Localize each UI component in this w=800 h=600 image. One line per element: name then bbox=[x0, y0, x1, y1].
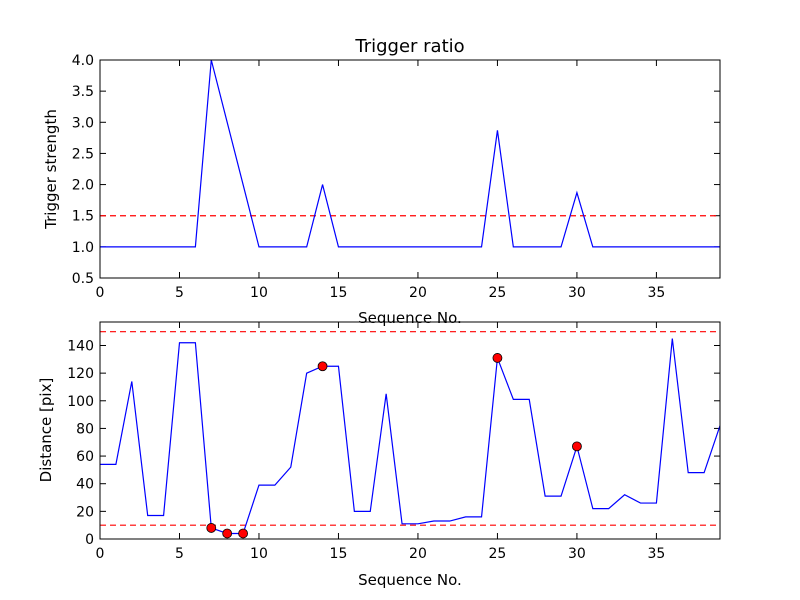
x-axis-label-top: Sequence No. bbox=[358, 309, 462, 327]
data-point-marker bbox=[222, 528, 233, 539]
chart-title: Trigger ratio bbox=[354, 36, 464, 57]
y-tick-label-bottom: 0 bbox=[85, 532, 94, 548]
panel-distance: 0 5 10 15 20 25 30 35 0 20 40 60 80 100 120 140 Sequenc… bbox=[37, 321, 721, 589]
axes-frame-top bbox=[99, 59, 721, 279]
x-tick-label-top: 5 bbox=[175, 285, 184, 301]
y-tick-label-top: 3.5 bbox=[72, 84, 94, 100]
plot-area-bottom: 0 5 10 15 20 25 30 35 0 20 40 60 80 100 120 140 bbox=[67, 322, 721, 562]
x-tick-label-top: 0 bbox=[96, 285, 105, 301]
data-point-marker bbox=[492, 353, 503, 363]
data-point-marker bbox=[572, 441, 582, 452]
y-tick-label-top: 2.5 bbox=[72, 146, 94, 162]
y-axis-label-top: Trigger strength bbox=[42, 109, 60, 230]
x-tick-label-top: 35 bbox=[647, 285, 665, 301]
y-tick-label-top: 0.5 bbox=[72, 271, 94, 287]
data-point-marker bbox=[317, 361, 328, 372]
y-tick-label-top: 1.5 bbox=[72, 209, 94, 225]
y-tick-label-top: 3.0 bbox=[72, 115, 94, 131]
x-tick-label-bottom: 0 bbox=[96, 546, 105, 562]
y-axis-label-bottom: Distance [pix] bbox=[37, 378, 55, 483]
y-tick-label-bottom: 100 bbox=[67, 394, 94, 410]
x-tick-label-top: 25 bbox=[489, 285, 507, 301]
series-line-top bbox=[100, 59, 720, 248]
axes-frame-bottom bbox=[99, 321, 721, 540]
x-tick-label-bottom: 35 bbox=[647, 546, 665, 562]
x-tick-label-top: 10 bbox=[250, 285, 268, 301]
plot-area-top: 0 5 10 15 20 25 30 35 0.5 1.0 1.5 2.0 2.5 3.0 3.5 4.0 bbox=[72, 53, 720, 301]
x-tick-label-bottom: 25 bbox=[489, 546, 507, 562]
x-tick-label-top: 15 bbox=[330, 285, 348, 301]
y-tick-label-top: 1.0 bbox=[72, 240, 94, 256]
x-tick-label-bottom: 30 bbox=[568, 546, 586, 562]
y-tick-label-bottom: 80 bbox=[76, 421, 94, 437]
y-tick-label-bottom: 140 bbox=[67, 338, 94, 354]
x-tick-label-bottom: 10 bbox=[250, 546, 268, 562]
x-tick-label-bottom: 15 bbox=[330, 546, 348, 562]
x-axis-label-bottom: Sequence No. bbox=[358, 571, 462, 589]
x-tick-label-bottom: 20 bbox=[409, 546, 427, 562]
data-point-marker bbox=[238, 528, 248, 539]
x-tick-label-bottom: 5 bbox=[175, 546, 184, 562]
y-tick-label-bottom: 40 bbox=[76, 477, 94, 493]
y-tick-label-bottom: 60 bbox=[76, 449, 94, 465]
x-tick-label-top: 20 bbox=[409, 285, 427, 301]
series-line-bottom bbox=[100, 338, 721, 535]
y-tick-label-top: 4.0 bbox=[72, 53, 94, 69]
y-tick-label-bottom: 120 bbox=[67, 366, 94, 382]
panel-trigger-ratio: Trigger ratio 0 5 10 15 20 25 30 35 0.5 1.0 1.5 2.0… bbox=[42, 36, 721, 327]
x-tick-label-top: 30 bbox=[568, 285, 586, 301]
y-tick-label-top: 2.0 bbox=[72, 178, 94, 194]
y-tick-label-bottom: 20 bbox=[76, 504, 94, 520]
data-point-marker bbox=[206, 523, 217, 533]
